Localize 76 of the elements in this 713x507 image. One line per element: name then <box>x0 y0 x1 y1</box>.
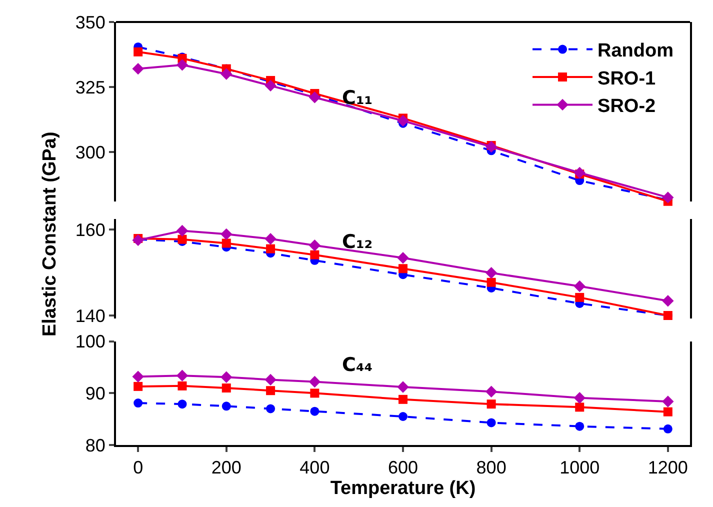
point <box>310 250 320 260</box>
y-tick-label: 325 <box>75 77 106 98</box>
x-tick-label: 200 <box>211 458 242 478</box>
point <box>308 92 321 104</box>
legend-label: SRO-1 <box>598 68 656 90</box>
point <box>398 264 408 274</box>
point <box>310 388 320 398</box>
y-tick-label: 350 <box>75 12 106 32</box>
point <box>222 238 231 248</box>
point <box>134 382 143 391</box>
point <box>574 166 586 179</box>
point <box>485 140 498 153</box>
point <box>663 424 672 434</box>
point <box>134 398 143 408</box>
point <box>220 228 232 240</box>
point <box>663 407 672 416</box>
legend-label: SRO-2 <box>598 96 656 118</box>
point <box>574 392 586 404</box>
point <box>222 384 231 393</box>
point <box>176 224 188 237</box>
point <box>397 381 409 393</box>
x-tick-label: 1000 <box>560 458 600 478</box>
point <box>486 278 496 287</box>
point <box>264 233 276 245</box>
y-tick-label: 90 <box>85 383 106 404</box>
point <box>398 394 408 404</box>
annotation: C₁₁ <box>342 87 373 109</box>
point <box>132 234 144 246</box>
point <box>220 68 232 80</box>
x-axis-title: Temperature (K) <box>330 478 476 499</box>
point <box>397 252 409 264</box>
y-tick-label: 140 <box>75 306 106 326</box>
point <box>485 267 498 279</box>
point <box>574 280 586 292</box>
point <box>220 371 232 383</box>
point <box>178 381 187 390</box>
x-tick-label: 0 <box>133 458 144 478</box>
x-tick-label: 400 <box>300 458 330 478</box>
point <box>486 418 496 428</box>
point <box>398 412 408 421</box>
point <box>662 396 674 408</box>
point <box>176 370 188 382</box>
y-axis-title: Elastic Constant (GPa) <box>39 132 60 336</box>
point <box>134 47 143 56</box>
y-tick-label: 80 <box>85 435 106 456</box>
point <box>222 402 231 411</box>
annotation: C₁₂ <box>342 231 373 253</box>
legend-label: Random <box>598 40 674 62</box>
point <box>132 370 144 382</box>
point <box>485 386 498 398</box>
y-tick-label: 100 <box>75 332 106 352</box>
annotation: C₄₄ <box>342 354 373 376</box>
y-tick-label: 160 <box>75 220 106 240</box>
y-tick-label: 300 <box>75 142 106 162</box>
point <box>266 244 276 254</box>
x-tick-label: 600 <box>388 458 418 478</box>
point <box>264 374 276 386</box>
x-tick-label: 1200 <box>648 458 688 478</box>
point <box>266 386 276 396</box>
point <box>308 376 321 388</box>
point <box>575 292 584 302</box>
point <box>178 234 187 244</box>
point <box>176 59 188 71</box>
point <box>310 406 320 416</box>
point <box>662 192 674 204</box>
point <box>397 114 409 127</box>
point <box>575 422 584 431</box>
point <box>266 404 276 414</box>
point <box>178 400 187 409</box>
point <box>132 62 144 75</box>
point <box>264 80 276 92</box>
x-tick-label: 800 <box>476 458 506 478</box>
point <box>575 402 584 412</box>
point <box>662 295 674 307</box>
point <box>486 400 496 409</box>
point <box>308 240 321 252</box>
